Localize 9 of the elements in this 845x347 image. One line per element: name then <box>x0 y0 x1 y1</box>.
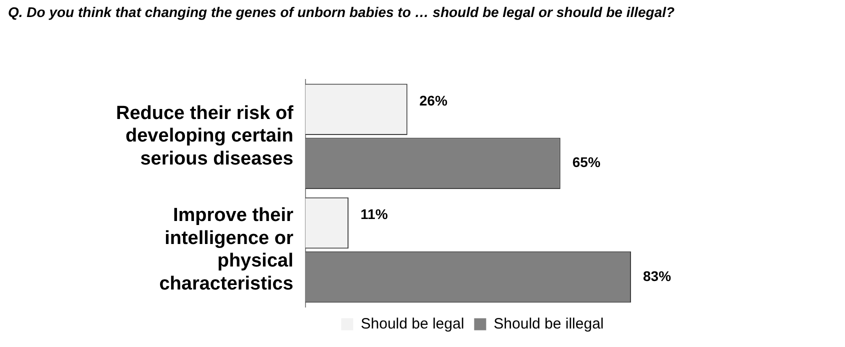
data-label: 11% <box>360 206 388 222</box>
chart-title: Q. Do you think that changing the genes of unborn babies to … should be legal or should be illegal? <box>8 4 675 20</box>
data-label: 26% <box>419 92 448 108</box>
legend-label: Should be legal <box>360 315 464 332</box>
y-tick-label: Reduce their risk of developing certain serious diseases <box>116 102 294 170</box>
data-label: 65% <box>572 154 601 170</box>
data-label: 83% <box>643 268 672 284</box>
legend-label: Should be illegal <box>494 315 604 332</box>
y-tick-label: Improve their intelligence or physical characteristics <box>159 205 294 294</box>
